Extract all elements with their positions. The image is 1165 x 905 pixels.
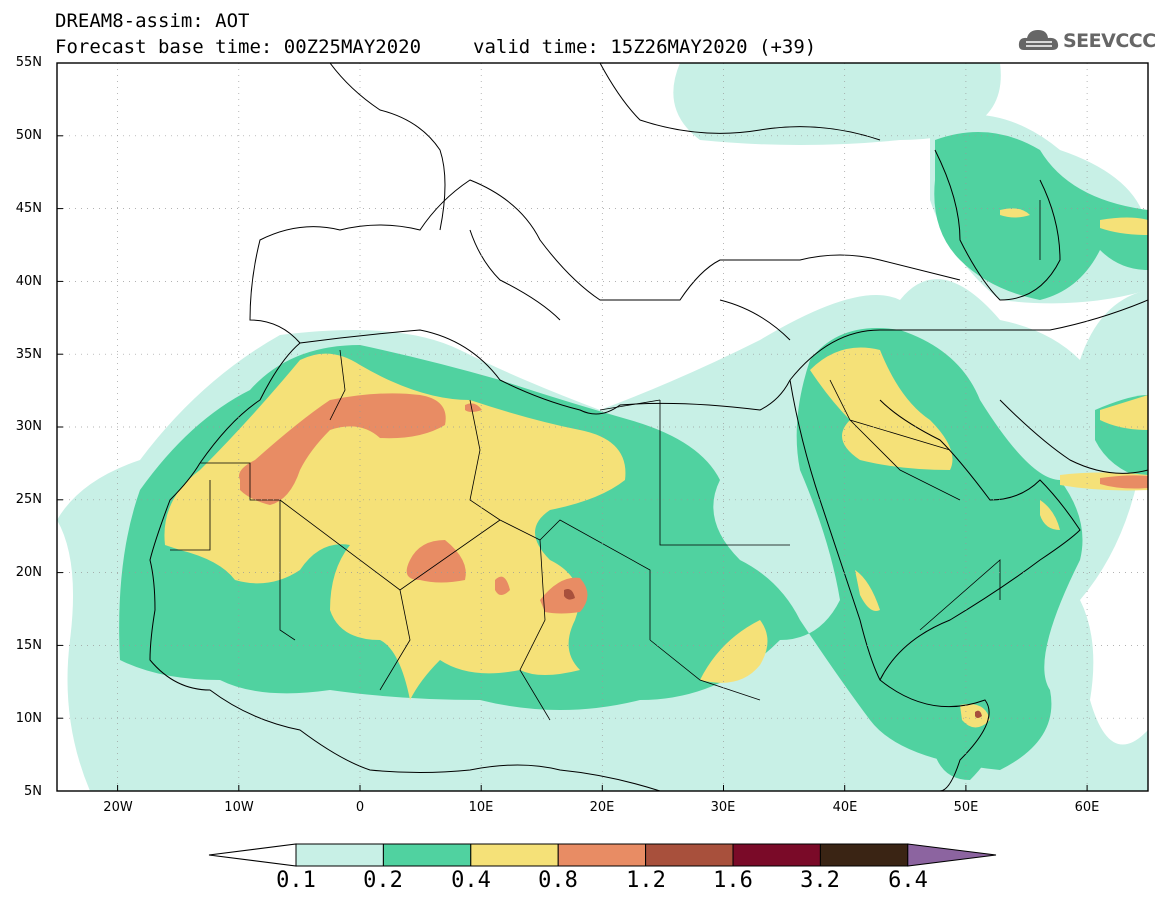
lat-label: 30N bbox=[15, 419, 42, 434]
graticule bbox=[57, 63, 1148, 791]
lat-label: 50N bbox=[15, 128, 42, 143]
coastlines bbox=[149, 63, 1148, 791]
country-borders bbox=[170, 200, 1041, 721]
lat-label: 5N bbox=[24, 784, 42, 799]
lon-label: 30E bbox=[710, 800, 736, 815]
lon-label: 0 bbox=[355, 800, 365, 815]
colorbar-under-arrow bbox=[208, 843, 297, 867]
lat-label: 10N bbox=[15, 711, 42, 726]
colorbar-label: 1.6 bbox=[713, 868, 753, 893]
colorbar-label: 0.4 bbox=[451, 868, 491, 893]
colorbar bbox=[208, 843, 997, 867]
map-title: DREAM8-assim: AOT bbox=[55, 10, 250, 32]
aot-band-0.8 bbox=[239, 393, 1148, 614]
seevccc-logo: SEEVCCC bbox=[1018, 26, 1156, 56]
lat-label: 45N bbox=[15, 201, 42, 216]
lon-label: 60E bbox=[1074, 800, 1100, 815]
logo-text: SEEVCCC bbox=[1063, 30, 1156, 52]
lon-label: 10W bbox=[224, 800, 254, 815]
base-time: Forecast base time: 00Z25MAY2020 bbox=[55, 36, 422, 58]
lat-label: 20N bbox=[15, 565, 42, 580]
lon-label: 20E bbox=[589, 800, 615, 815]
colorbar-label: 1.2 bbox=[626, 868, 666, 893]
lon-label: 10E bbox=[468, 800, 494, 815]
lon-label: 40E bbox=[832, 800, 858, 815]
lat-label: 15N bbox=[15, 638, 42, 653]
colorbar-label: 3.2 bbox=[800, 868, 840, 893]
lat-label: 40N bbox=[15, 274, 42, 289]
colorbar-over-arrow bbox=[907, 843, 997, 867]
lat-label: 25N bbox=[15, 492, 42, 507]
colorbar-swatch bbox=[295, 843, 384, 867]
colorbar-swatch bbox=[382, 843, 472, 867]
colorbar-label: 0.1 bbox=[276, 868, 316, 893]
axis-ticks bbox=[57, 135, 1088, 791]
colorbar-swatch bbox=[732, 843, 821, 867]
lat-label: 35N bbox=[15, 347, 42, 362]
colorbar-label: 6.4 bbox=[888, 868, 928, 893]
cloud-icon bbox=[1018, 30, 1059, 50]
aot-band-1.2 bbox=[564, 589, 982, 718]
colorbar-swatch bbox=[470, 843, 559, 867]
valid-time: valid time: 15Z26MAY2020 (+39) bbox=[473, 36, 817, 58]
colorbar-swatch bbox=[819, 843, 909, 867]
lon-label: 20W bbox=[103, 800, 133, 815]
colorbar-label: 0.8 bbox=[538, 868, 578, 893]
time-info: Forecast base time: 00Z25MAY2020 valid ti… bbox=[55, 38, 816, 57]
colorbar-swatch bbox=[557, 843, 647, 867]
lon-label: 50E bbox=[953, 800, 979, 815]
aot-fields bbox=[57, 63, 1148, 791]
colorbar-swatch bbox=[645, 843, 734, 867]
lat-label: 55N bbox=[15, 55, 42, 70]
colorbar-label: 0.2 bbox=[363, 868, 403, 893]
